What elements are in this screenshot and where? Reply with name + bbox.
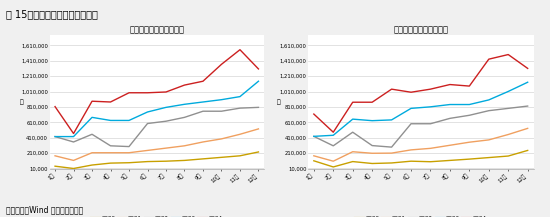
Legend: 2020, 2021, 2022, 2023, 2024: 2020, 2021, 2022, 2023, 2024 [89, 214, 224, 217]
Text: 辆: 辆 [19, 99, 23, 105]
Legend: 2020, 2021, 2022, 2023, 2024: 2020, 2021, 2022, 2023, 2024 [353, 214, 488, 217]
Text: 资料来源：Wind 新湖期货研究所: 资料来源：Wind 新湖期货研究所 [6, 206, 82, 215]
Text: 辆: 辆 [277, 99, 280, 105]
Title: 中国新能源汽车产量统计: 中国新能源汽车产量统计 [129, 25, 184, 34]
Title: 中国新能源汽车销量统计: 中国新能源汽车销量统计 [393, 25, 448, 34]
Text: 图 15：中国新能源汽车产销统计: 图 15：中国新能源汽车产销统计 [6, 9, 97, 19]
